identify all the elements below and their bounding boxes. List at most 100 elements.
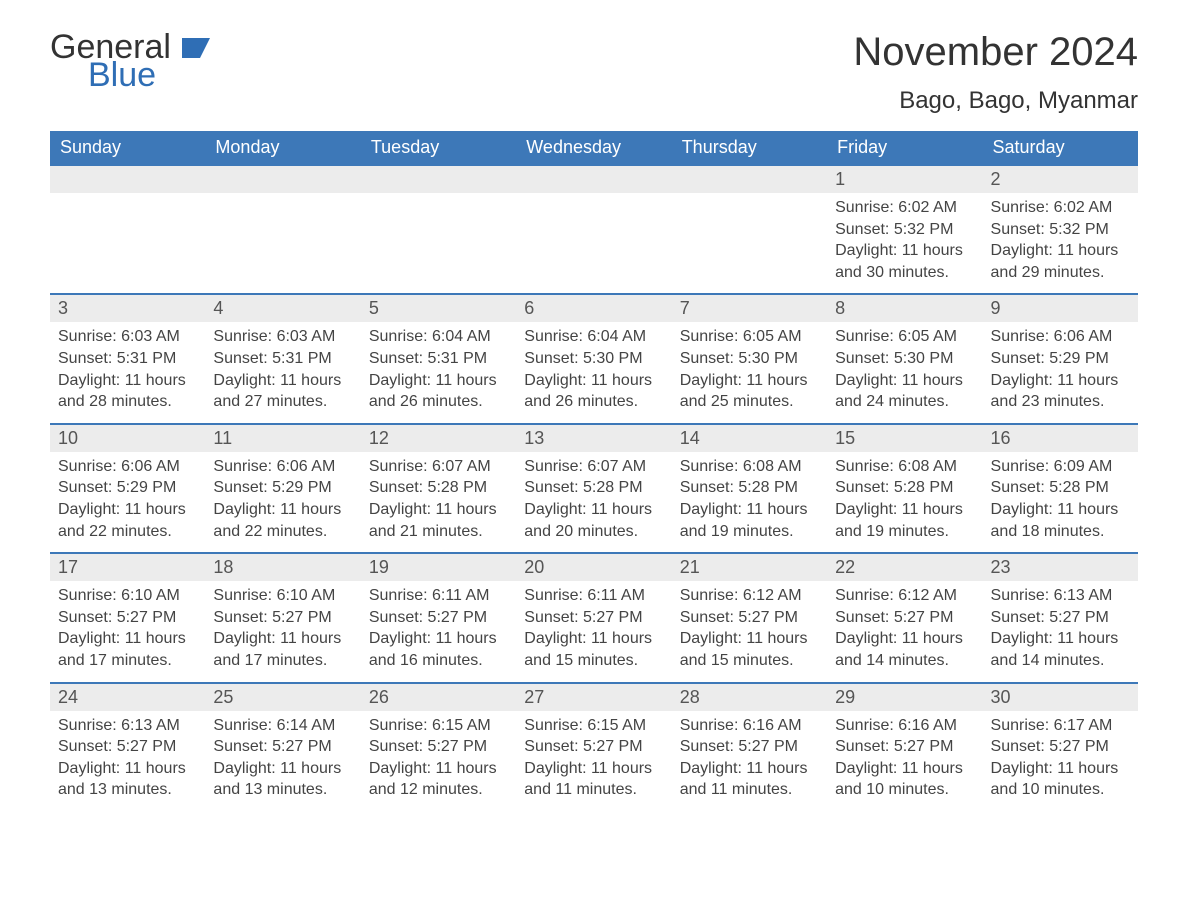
- day-number: [672, 164, 827, 193]
- day-number: 15: [827, 423, 982, 452]
- sunrise-line: Sunrise: 6:04 AM: [524, 326, 663, 348]
- calendar-day-cell: 5Sunrise: 6:04 AMSunset: 5:31 PMDaylight…: [361, 293, 516, 422]
- daylight-line: Daylight: 11 hours and 12 minutes.: [369, 758, 508, 801]
- day-number: 10: [50, 423, 205, 452]
- weekday-header: Saturday: [983, 131, 1138, 164]
- day-details: Sunrise: 6:15 AMSunset: 5:27 PMDaylight:…: [361, 711, 516, 811]
- sunrise-line: Sunrise: 6:06 AM: [991, 326, 1130, 348]
- calendar-day-cell: 11Sunrise: 6:06 AMSunset: 5:29 PMDayligh…: [205, 423, 360, 552]
- logo-text: General Blue: [50, 30, 210, 92]
- daylight-line: Daylight: 11 hours and 25 minutes.: [680, 370, 819, 413]
- day-number: [516, 164, 671, 193]
- day-number: 17: [50, 552, 205, 581]
- daylight-line: Daylight: 11 hours and 18 minutes.: [991, 499, 1130, 542]
- calendar-day-cell: 2Sunrise: 6:02 AMSunset: 5:32 PMDaylight…: [983, 164, 1138, 293]
- day-number: [50, 164, 205, 193]
- sunrise-line: Sunrise: 6:12 AM: [835, 585, 974, 607]
- daylight-line: Daylight: 11 hours and 28 minutes.: [58, 370, 197, 413]
- title-block: November 2024 Bago, Bago, Myanmar: [853, 30, 1138, 125]
- sunset-line: Sunset: 5:27 PM: [524, 607, 663, 629]
- sunrise-line: Sunrise: 6:05 AM: [835, 326, 974, 348]
- day-details: Sunrise: 6:06 AMSunset: 5:29 PMDaylight:…: [50, 452, 205, 552]
- sunset-line: Sunset: 5:27 PM: [213, 736, 352, 758]
- day-number: 8: [827, 293, 982, 322]
- sunrise-line: Sunrise: 6:17 AM: [991, 715, 1130, 737]
- sunrise-line: Sunrise: 6:04 AM: [369, 326, 508, 348]
- day-number: 28: [672, 682, 827, 711]
- sunrise-line: Sunrise: 6:15 AM: [369, 715, 508, 737]
- sunrise-line: Sunrise: 6:12 AM: [680, 585, 819, 607]
- daylight-line: Daylight: 11 hours and 15 minutes.: [680, 628, 819, 671]
- calendar-day-cell: 18Sunrise: 6:10 AMSunset: 5:27 PMDayligh…: [205, 552, 360, 681]
- day-details: Sunrise: 6:03 AMSunset: 5:31 PMDaylight:…: [205, 322, 360, 422]
- calendar-day-cell: 4Sunrise: 6:03 AMSunset: 5:31 PMDaylight…: [205, 293, 360, 422]
- calendar-day-cell: 10Sunrise: 6:06 AMSunset: 5:29 PMDayligh…: [50, 423, 205, 552]
- day-number: 9: [983, 293, 1138, 322]
- sunset-line: Sunset: 5:32 PM: [835, 219, 974, 241]
- day-number: 22: [827, 552, 982, 581]
- calendar-day-cell: [516, 164, 671, 293]
- daylight-line: Daylight: 11 hours and 17 minutes.: [213, 628, 352, 671]
- sunset-line: Sunset: 5:30 PM: [835, 348, 974, 370]
- day-details: Sunrise: 6:16 AMSunset: 5:27 PMDaylight:…: [672, 711, 827, 811]
- daylight-line: Daylight: 11 hours and 22 minutes.: [58, 499, 197, 542]
- sunrise-line: Sunrise: 6:03 AM: [58, 326, 197, 348]
- calendar-day-cell: 12Sunrise: 6:07 AMSunset: 5:28 PMDayligh…: [361, 423, 516, 552]
- day-details: Sunrise: 6:15 AMSunset: 5:27 PMDaylight:…: [516, 711, 671, 811]
- day-number: 1: [827, 164, 982, 193]
- calendar-week-row: 10Sunrise: 6:06 AMSunset: 5:29 PMDayligh…: [50, 423, 1138, 552]
- day-number: 18: [205, 552, 360, 581]
- calendar-day-cell: [361, 164, 516, 293]
- daylight-line: Daylight: 11 hours and 14 minutes.: [835, 628, 974, 671]
- day-details: Sunrise: 6:07 AMSunset: 5:28 PMDaylight:…: [361, 452, 516, 552]
- sunrise-line: Sunrise: 6:06 AM: [213, 456, 352, 478]
- daylight-line: Daylight: 11 hours and 10 minutes.: [991, 758, 1130, 801]
- day-number: 13: [516, 423, 671, 452]
- day-details: Sunrise: 6:10 AMSunset: 5:27 PMDaylight:…: [205, 581, 360, 681]
- sunrise-line: Sunrise: 6:15 AM: [524, 715, 663, 737]
- day-number: 3: [50, 293, 205, 322]
- sunset-line: Sunset: 5:30 PM: [680, 348, 819, 370]
- sunset-line: Sunset: 5:28 PM: [369, 477, 508, 499]
- daylight-line: Daylight: 11 hours and 20 minutes.: [524, 499, 663, 542]
- daylight-line: Daylight: 11 hours and 26 minutes.: [524, 370, 663, 413]
- sunset-line: Sunset: 5:31 PM: [58, 348, 197, 370]
- calendar-day-cell: [50, 164, 205, 293]
- sunrise-line: Sunrise: 6:13 AM: [58, 715, 197, 737]
- sunset-line: Sunset: 5:29 PM: [991, 348, 1130, 370]
- day-details: Sunrise: 6:13 AMSunset: 5:27 PMDaylight:…: [50, 711, 205, 811]
- weekday-header: Friday: [827, 131, 982, 164]
- sunrise-line: Sunrise: 6:11 AM: [369, 585, 508, 607]
- calendar-week-row: 1Sunrise: 6:02 AMSunset: 5:32 PMDaylight…: [50, 164, 1138, 293]
- calendar-day-cell: 21Sunrise: 6:12 AMSunset: 5:27 PMDayligh…: [672, 552, 827, 681]
- weekday-header: Thursday: [672, 131, 827, 164]
- calendar-body: 1Sunrise: 6:02 AMSunset: 5:32 PMDaylight…: [50, 164, 1138, 811]
- sunrise-line: Sunrise: 6:05 AM: [680, 326, 819, 348]
- logo: General Blue: [50, 30, 210, 92]
- sunrise-line: Sunrise: 6:08 AM: [680, 456, 819, 478]
- sunset-line: Sunset: 5:27 PM: [680, 736, 819, 758]
- day-details: Sunrise: 6:07 AMSunset: 5:28 PMDaylight:…: [516, 452, 671, 552]
- weekday-header: Monday: [205, 131, 360, 164]
- sunset-line: Sunset: 5:29 PM: [213, 477, 352, 499]
- sunrise-line: Sunrise: 6:09 AM: [991, 456, 1130, 478]
- sunrise-line: Sunrise: 6:14 AM: [213, 715, 352, 737]
- calendar-day-cell: 24Sunrise: 6:13 AMSunset: 5:27 PMDayligh…: [50, 682, 205, 811]
- sunrise-line: Sunrise: 6:02 AM: [835, 197, 974, 219]
- calendar-day-cell: 30Sunrise: 6:17 AMSunset: 5:27 PMDayligh…: [983, 682, 1138, 811]
- day-number: 26: [361, 682, 516, 711]
- daylight-line: Daylight: 11 hours and 14 minutes.: [991, 628, 1130, 671]
- sunrise-line: Sunrise: 6:07 AM: [524, 456, 663, 478]
- sunset-line: Sunset: 5:27 PM: [991, 736, 1130, 758]
- sunrise-line: Sunrise: 6:16 AM: [680, 715, 819, 737]
- day-details: Sunrise: 6:08 AMSunset: 5:28 PMDaylight:…: [827, 452, 982, 552]
- day-details: Sunrise: 6:05 AMSunset: 5:30 PMDaylight:…: [672, 322, 827, 422]
- day-details: Sunrise: 6:09 AMSunset: 5:28 PMDaylight:…: [983, 452, 1138, 552]
- sunrise-line: Sunrise: 6:02 AM: [991, 197, 1130, 219]
- sunset-line: Sunset: 5:28 PM: [680, 477, 819, 499]
- day-number: 4: [205, 293, 360, 322]
- calendar-day-cell: 16Sunrise: 6:09 AMSunset: 5:28 PMDayligh…: [983, 423, 1138, 552]
- sunset-line: Sunset: 5:27 PM: [835, 736, 974, 758]
- sunset-line: Sunset: 5:30 PM: [524, 348, 663, 370]
- sunset-line: Sunset: 5:29 PM: [58, 477, 197, 499]
